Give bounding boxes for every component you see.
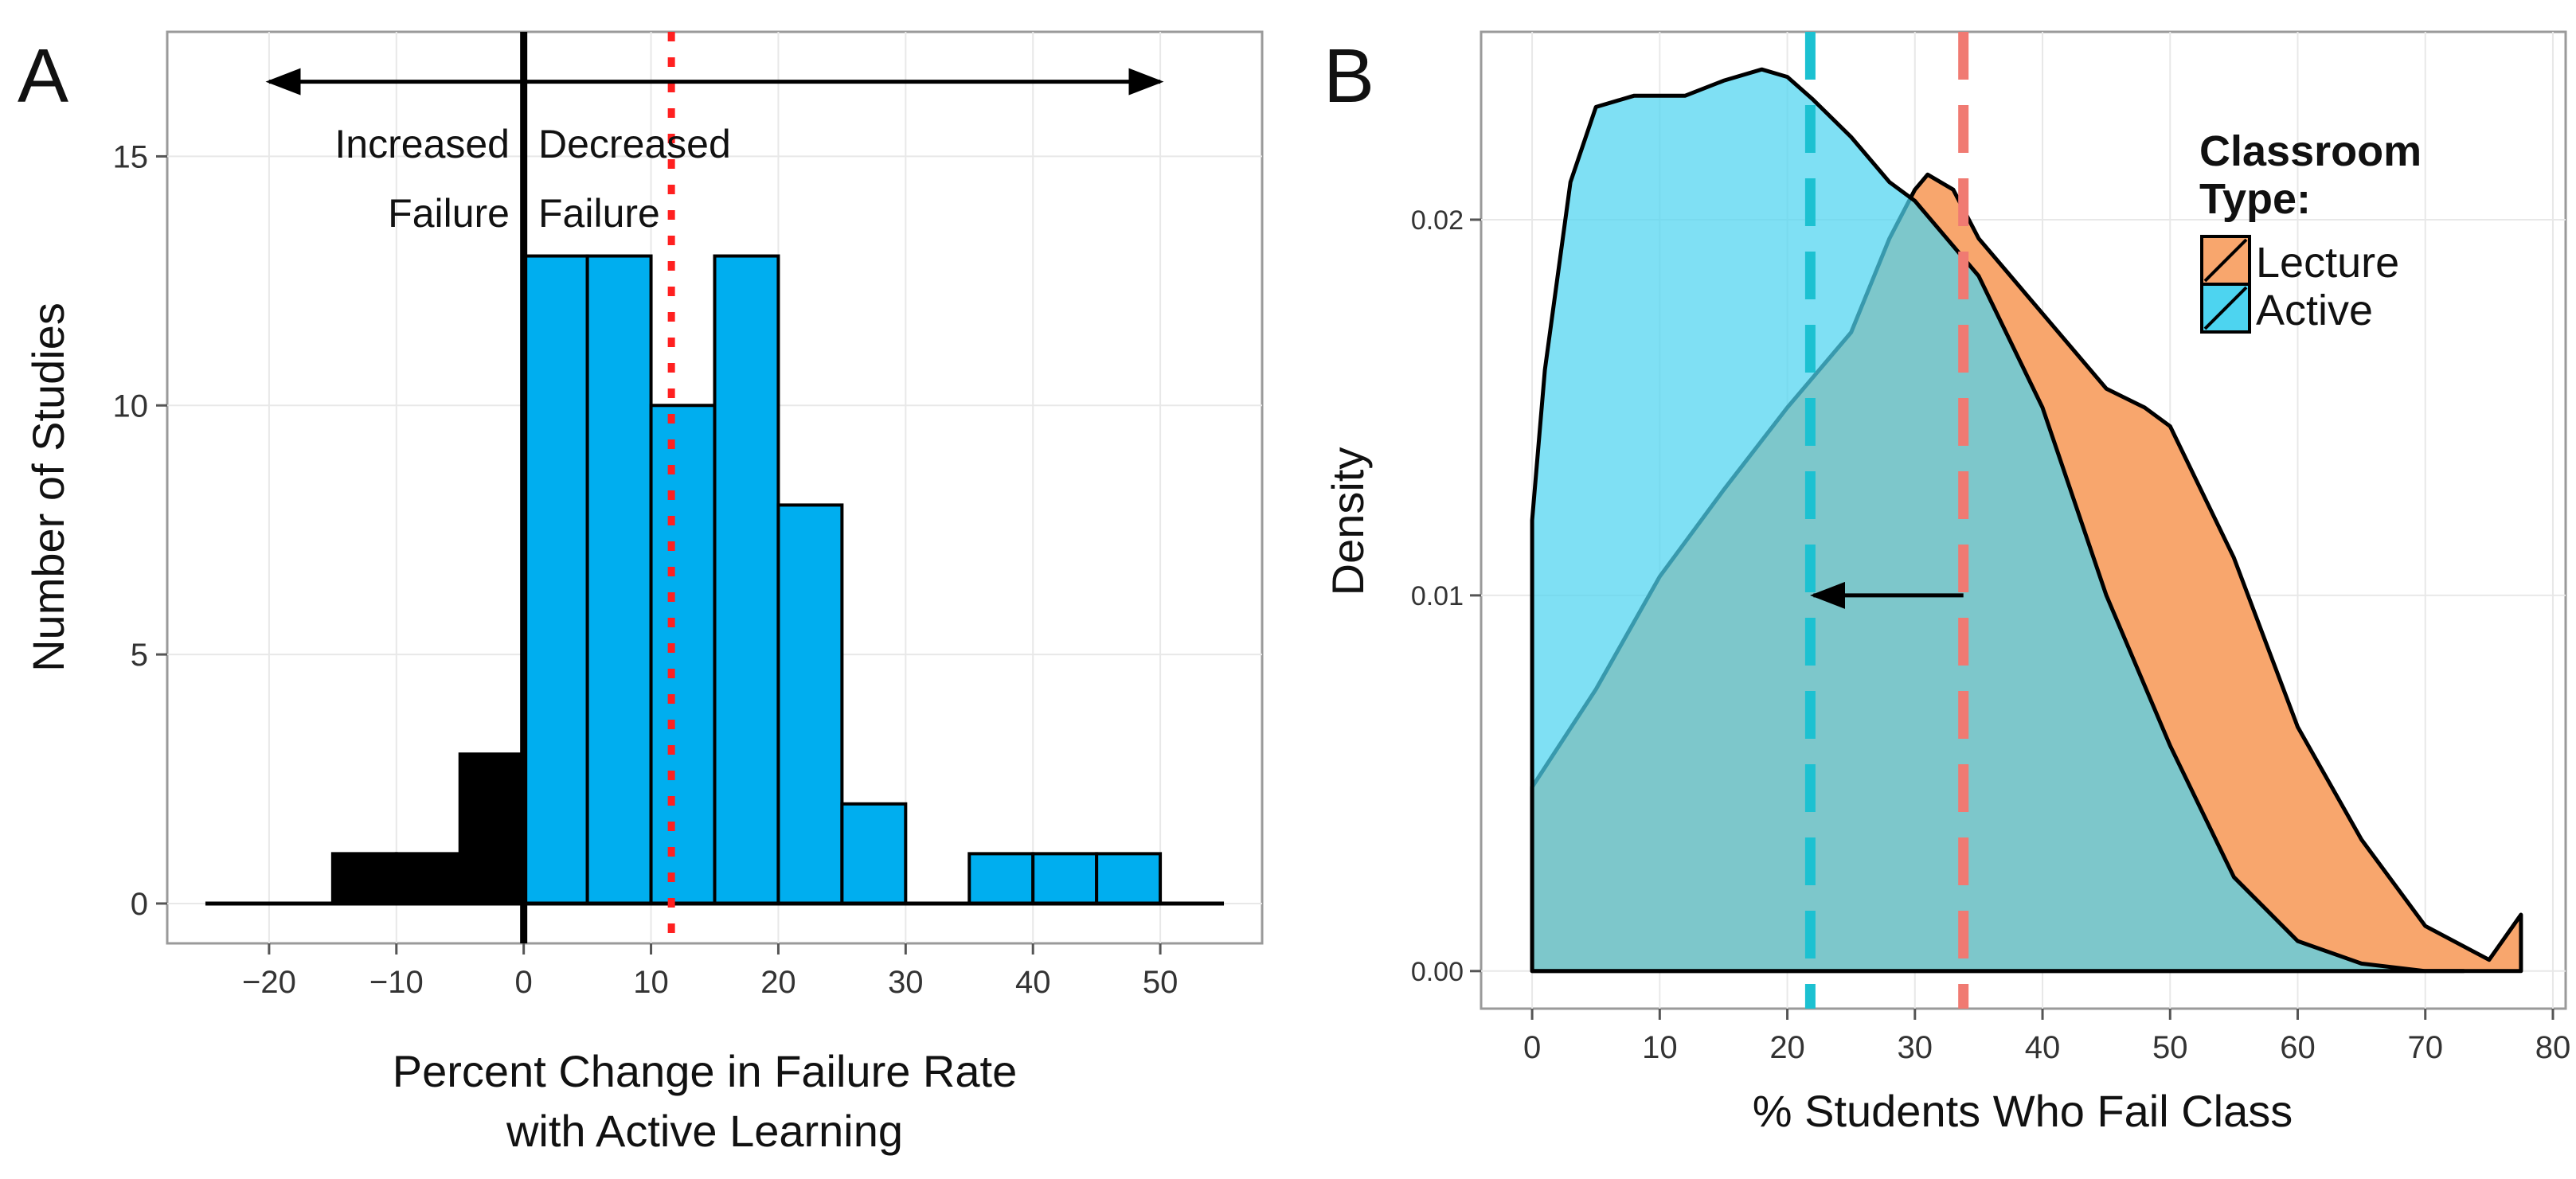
panel-b-y-tick-label: 0.02 — [1411, 205, 1464, 236]
increased-label-line2: Failure — [388, 191, 510, 236]
histogram-bar — [776, 503, 844, 905]
legend: Classroom Type: Lecture Active — [2199, 127, 2422, 334]
panel-b-y-tick-label: 0.01 — [1411, 581, 1464, 611]
panel-b-x-axis-title: % Students Who Fail Class — [1753, 1086, 2293, 1136]
panel-a-x-tick-label: 20 — [760, 965, 796, 1000]
panel-a-x-axis-title-line2: with Active Learning — [506, 1106, 903, 1156]
panel-a-y-tick-label: 5 — [131, 638, 148, 673]
histogram-bar — [585, 254, 653, 905]
panel-a-x-tick-label: 10 — [633, 965, 669, 1000]
decreased-label-line2: Failure — [538, 191, 660, 236]
panel-a-x-tick-label: −10 — [369, 965, 424, 1000]
panel-b-label: B — [1323, 33, 1374, 119]
legend-swatch-active-slash — [2203, 286, 2248, 330]
legend-label-active: Active — [2256, 287, 2373, 334]
histogram-bar — [458, 752, 526, 905]
panel-a-label: A — [18, 33, 68, 119]
histogram-bar — [967, 852, 1035, 905]
legend-label-lecture: Lecture — [2256, 239, 2399, 287]
panel-a-x-tick-label: 40 — [1015, 965, 1051, 1000]
panel-a-y-tick-label: 15 — [113, 139, 149, 174]
histogram-bar — [394, 852, 462, 905]
panel-a-x-tick-label: −20 — [242, 965, 296, 1000]
panel-a-y-axis-title: Number of Studies — [23, 303, 73, 672]
legend-title-line2: Type: — [2199, 175, 2311, 223]
panel-a-y-tick-label: 0 — [131, 887, 148, 922]
panel-b-x-tick-label: 40 — [2025, 1030, 2061, 1065]
histogram-bar — [1095, 852, 1163, 905]
panel-a: −20 −10 0 10 20 30 40 50 0 5 10 15 Increased Failur… — [23, 30, 1264, 1156]
panel-b: 0 10 20 30 40 50 60 70 80 0.00 0.01 0.02 Density % … — [1323, 30, 2571, 1136]
increased-label-line1: Increased — [334, 122, 510, 166]
panel-a-x-tick-label: 30 — [888, 965, 924, 1000]
density-area-active — [1530, 67, 2466, 974]
panel-a-x-tick-label: 0 — [515, 965, 533, 1000]
panel-b-x-tick-label: 20 — [1769, 1030, 1805, 1065]
panel-b-x-tick-label: 10 — [1642, 1030, 1678, 1065]
histogram-bar — [1031, 852, 1099, 905]
panel-a-y-tick-label: 10 — [113, 388, 149, 424]
panel-b-y-tick-label: 0.00 — [1411, 957, 1464, 987]
panel-a-x-tick-label: 50 — [1143, 965, 1179, 1000]
histogram-bar — [840, 802, 908, 905]
legend-swatch-lecture-slash — [2203, 238, 2248, 283]
panel-b-x-tick-label: 60 — [2280, 1030, 2316, 1065]
histogram-bar — [330, 852, 398, 905]
legend-title-line1: Classroom — [2199, 127, 2422, 175]
decreased-label-line1: Decreased — [538, 122, 731, 166]
panel-b-y-axis-title: Density — [1323, 447, 1373, 596]
panel-b-x-tick-label: 0 — [1523, 1030, 1541, 1065]
panel-a-x-axis-title-line1: Percent Change in Failure Rate — [393, 1046, 1017, 1096]
histogram-bar — [522, 254, 589, 905]
panel-b-x-tick-label: 50 — [2152, 1030, 2188, 1065]
histogram-bar — [649, 404, 717, 905]
panel-b-x-tick-label: 70 — [2407, 1030, 2443, 1065]
histogram-bar — [713, 254, 780, 905]
panel-b-x-tick-label: 30 — [1898, 1030, 1933, 1065]
panel-b-x-tick-label: 80 — [2535, 1030, 2571, 1065]
